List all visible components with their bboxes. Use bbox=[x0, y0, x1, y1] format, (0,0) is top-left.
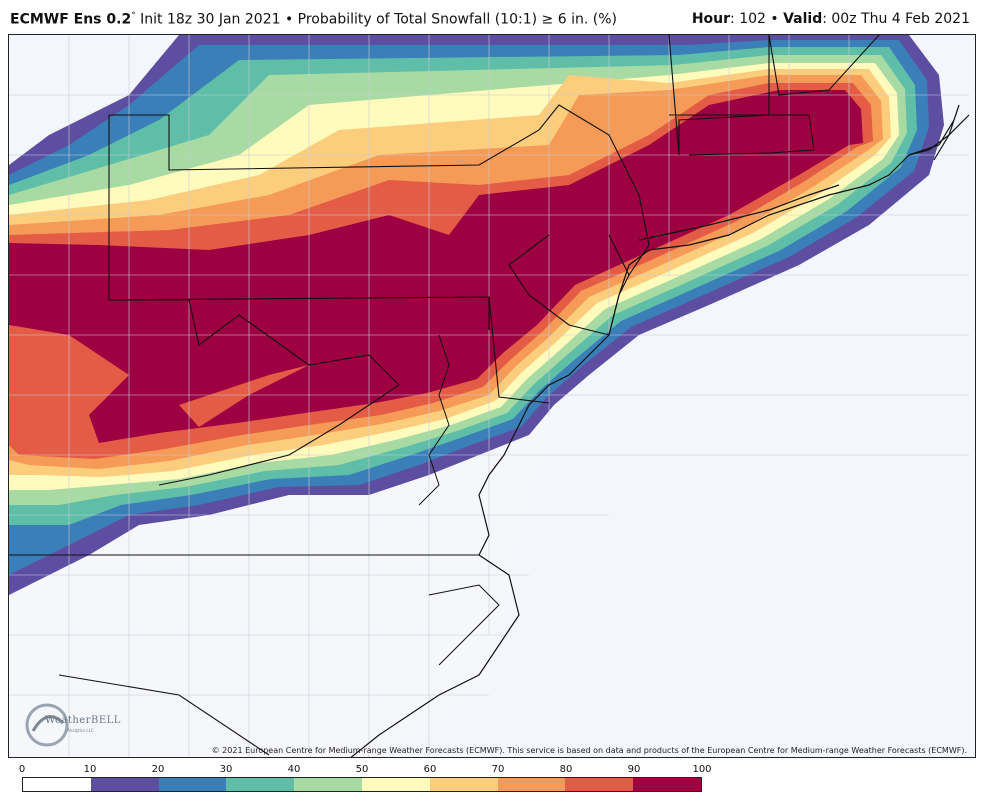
county-lines bbox=[9, 35, 969, 757]
coastline bbox=[350, 114, 970, 757]
logo-swirl-icon bbox=[25, 703, 69, 747]
title-right: Hour: 102 • Valid: 00z Thu 4 Feb 2021 bbox=[692, 11, 970, 27]
hour-label: Hour bbox=[691, 11, 731, 27]
ma-ct-border bbox=[669, 114, 815, 156]
band-80-pocket bbox=[179, 365, 309, 427]
colorbar bbox=[22, 777, 702, 792]
colorbar-swatch bbox=[23, 778, 91, 791]
ny-pa-border bbox=[109, 104, 650, 276]
chart-description: Init 18z 30 Jan 2021 • Probability of To… bbox=[135, 11, 617, 28]
nj-border bbox=[508, 234, 630, 336]
weatherbell-logo: WeatherBELL Analytics LLC bbox=[23, 701, 120, 749]
colorbar-swatch bbox=[294, 778, 362, 791]
degree-sign: ° bbox=[131, 11, 136, 21]
hour-value: : 102 • bbox=[730, 11, 784, 27]
cape-cod bbox=[908, 104, 960, 161]
logo-text: WeatherBELL bbox=[45, 715, 121, 726]
snowfall-probability-map[interactable]: WeatherBELL Analytics LLC © 2021 Europea… bbox=[8, 34, 976, 758]
colorbar-swatch bbox=[361, 778, 430, 791]
colorbar-swatch bbox=[158, 778, 227, 791]
logo-subtext: Analytics LLC bbox=[67, 728, 94, 733]
title-bar: ECMWF Ens 0.2° Init 18z 30 Jan 2021 • Pr… bbox=[0, 0, 984, 34]
colorbar-tick-label: 60 bbox=[423, 764, 437, 775]
colorbar-swatch bbox=[90, 778, 159, 791]
title-left: ECMWF Ens 0.2° Init 18z 30 Jan 2021 • Pr… bbox=[10, 11, 617, 28]
colorbar-labels: 0 10 20 30 40 50 60 70 80 90 100 bbox=[18, 764, 712, 776]
valid-label: Valid bbox=[783, 11, 823, 27]
colorbar-tick-label: 10 bbox=[83, 764, 97, 775]
model-name: ECMWF Ens 0.2 bbox=[10, 11, 132, 28]
probability-bands bbox=[9, 35, 944, 595]
colorbar-swatch bbox=[497, 778, 566, 791]
colorbar-tick-label: 100 bbox=[692, 764, 712, 775]
colorbar-tick-label: 90 bbox=[627, 764, 641, 775]
colorbar-swatch bbox=[226, 778, 295, 791]
nc-sc-border bbox=[58, 674, 270, 756]
copyright-notice: © 2021 European Centre for Medium-range … bbox=[211, 746, 967, 755]
colorbar-tick-label: 20 bbox=[151, 764, 165, 775]
colorbar-tick-label: 30 bbox=[219, 764, 233, 775]
colorbar-tick-label: 0 bbox=[18, 764, 26, 775]
colorbar-tick-label: 40 bbox=[287, 764, 301, 775]
long-island bbox=[638, 184, 840, 241]
nh-me-border bbox=[768, 35, 880, 96]
colorbar-tick-label: 80 bbox=[559, 764, 573, 775]
colorbar-tick-label: 50 bbox=[355, 764, 369, 775]
colorbar-swatch bbox=[429, 778, 498, 791]
pamlico-sound bbox=[428, 584, 500, 666]
colorbar-tick-label: 70 bbox=[491, 764, 505, 775]
valid-value: : 00z Thu 4 Feb 2021 bbox=[822, 11, 970, 27]
colorbar-swatch bbox=[633, 778, 701, 791]
wv-border bbox=[109, 299, 400, 486]
chesapeake-bay bbox=[418, 334, 450, 506]
map-svg bbox=[9, 35, 975, 757]
band-90 bbox=[9, 90, 863, 443]
colorbar-swatch bbox=[565, 778, 634, 791]
